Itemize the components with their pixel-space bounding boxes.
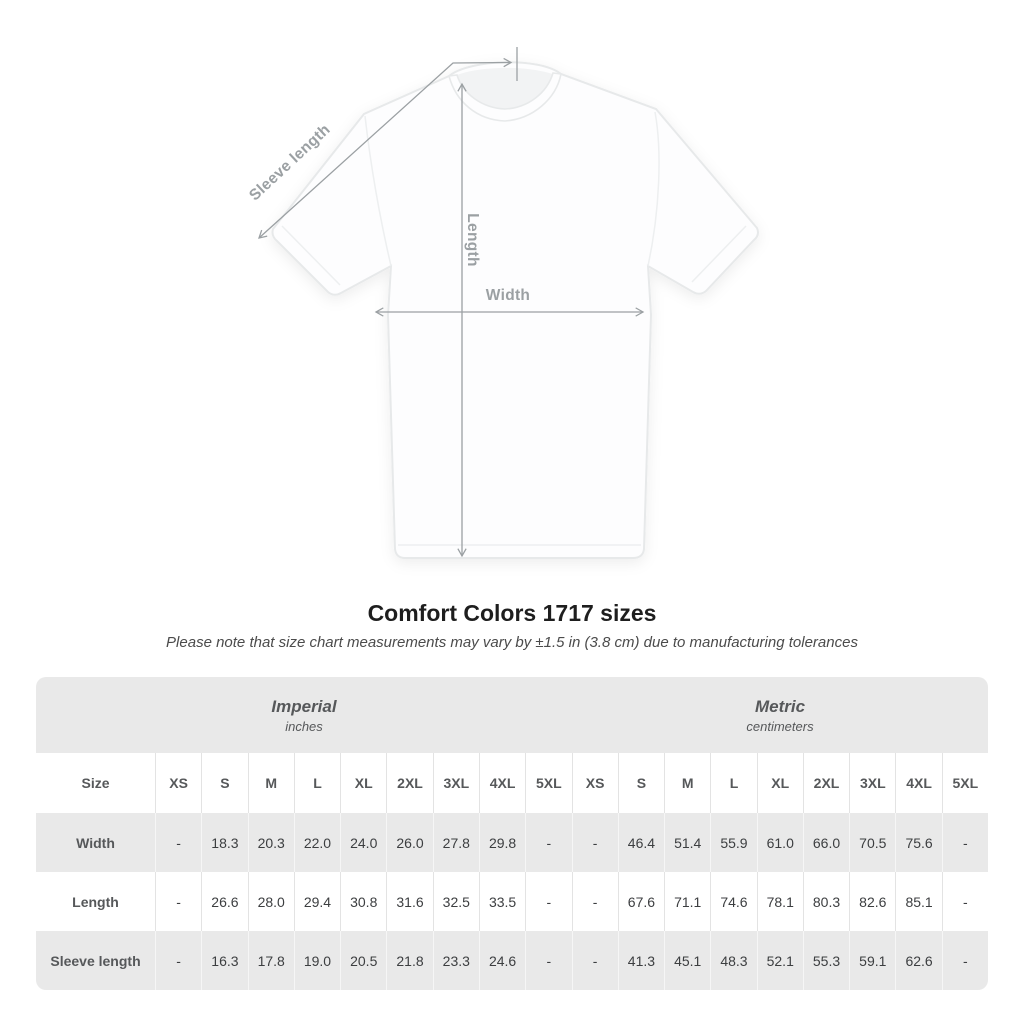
size-cell: 51.4 [664, 813, 710, 872]
size-cell: - [571, 872, 618, 931]
size-cell: 26.0 [386, 813, 432, 872]
col-header: XL [340, 753, 386, 813]
size-cell: 46.4 [617, 813, 664, 872]
size-cell: 55.9 [710, 813, 756, 872]
size-cell: 26.6 [201, 872, 247, 931]
col-header: 3XL [432, 753, 479, 813]
col-header: 3XL [849, 753, 895, 813]
size-cell: 31.6 [386, 872, 432, 931]
size-cell: 74.6 [710, 872, 756, 931]
length-row: Length - 26.6 28.0 29.4 30.8 31.6 32.5 3… [36, 872, 988, 931]
size-cell: - [525, 813, 571, 872]
size-cell: 75.6 [895, 813, 941, 872]
imperial-unit: inches [285, 718, 323, 734]
row-label: Sleeve length [50, 952, 141, 969]
size-cell: 71.1 [664, 872, 710, 931]
size-cell: 82.6 [849, 872, 895, 931]
size-cell: 20.5 [340, 931, 386, 990]
size-cell: 78.1 [756, 872, 803, 931]
imperial-label: Imperial [271, 696, 337, 716]
metric-group-header: Metric centimeters [572, 677, 988, 753]
right-sleeve-seam [647, 111, 660, 267]
size-cell: - [571, 931, 618, 990]
col-header: XS [571, 753, 618, 813]
size-cell: 45.1 [664, 931, 710, 990]
size-cell: - [525, 931, 571, 990]
size-cell: 55.3 [802, 931, 849, 990]
size-cell: 66.0 [802, 813, 849, 872]
size-cell: 33.5 [478, 872, 525, 931]
row-label: Width [76, 834, 115, 851]
metric-label: Metric [754, 696, 806, 716]
col-header: 5XL [525, 753, 571, 813]
col-header: L [293, 753, 340, 813]
size-cell: - [571, 813, 618, 872]
size-cell: - [155, 872, 201, 931]
col-header: 4XL [478, 753, 525, 813]
col-header: 2XL [802, 753, 849, 813]
size-cell: - [155, 813, 201, 872]
size-cell: 29.4 [293, 872, 340, 931]
size-cell: 52.1 [756, 931, 803, 990]
width-row: Width - 18.3 20.3 22.0 24.0 26.0 27.8 29… [36, 813, 988, 872]
size-cell: 32.5 [432, 872, 479, 931]
size-cell: 24.0 [340, 813, 386, 872]
tshirt-illustration [271, 61, 759, 559]
size-cell: 27.8 [432, 813, 479, 872]
row-label: Length [72, 893, 119, 910]
size-cell: 41.3 [617, 931, 664, 990]
size-cell: 61.0 [756, 813, 803, 872]
size-cell: - [941, 813, 988, 872]
size-cell: 28.0 [247, 872, 294, 931]
size-cell: - [941, 931, 988, 990]
size-cell: 29.8 [478, 813, 525, 872]
size-cell: 23.3 [432, 931, 479, 990]
size-cell: 70.5 [849, 813, 895, 872]
size-cell: 18.3 [201, 813, 247, 872]
size-cell: 24.6 [478, 931, 525, 990]
size-cell: - [155, 931, 201, 990]
size-header-row: Size XS S M L XL 2XL 3XL 4XL 5XL XS S M … [36, 753, 988, 813]
size-header: Size [81, 775, 110, 791]
size-cell: 59.1 [849, 931, 895, 990]
unit-group-header: Imperial inches Metric centimeters [36, 677, 988, 753]
col-header: XL [756, 753, 803, 813]
col-header: L [710, 753, 756, 813]
size-cell: 19.0 [293, 931, 340, 990]
size-cell: 62.6 [895, 931, 941, 990]
col-header: S [201, 753, 247, 813]
size-cell: 21.8 [386, 931, 432, 990]
size-cell: 67.6 [617, 872, 664, 931]
tshirt-measurement-diagram: Sleeve length Length Width [246, 47, 759, 559]
length-label: Length [464, 213, 481, 266]
col-header: 4XL [895, 753, 941, 813]
right-cuff-hem [691, 225, 747, 283]
size-cell: 80.3 [802, 872, 849, 931]
size-cell: 48.3 [710, 931, 756, 990]
size-cell: 85.1 [895, 872, 941, 931]
metric-unit: centimeters [746, 718, 814, 734]
page-title: Comfort Colors 1717 sizes [367, 600, 657, 626]
size-cell: 22.0 [293, 813, 340, 872]
imperial-group-header: Imperial inches [36, 677, 572, 753]
sleeve-length-arrow [258, 57, 513, 239]
col-header: M [247, 753, 294, 813]
size-cell: - [525, 872, 571, 931]
size-table: Imperial inches Metric centimeters Size … [36, 677, 988, 990]
tolerance-note: Please note that size chart measurements… [166, 634, 858, 651]
size-cell: 17.8 [247, 931, 294, 990]
size-cell: 16.3 [201, 931, 247, 990]
col-header: S [617, 753, 664, 813]
col-header: XS [155, 753, 201, 813]
col-header: 2XL [386, 753, 432, 813]
size-cell: - [941, 872, 988, 931]
size-cell: 30.8 [340, 872, 386, 931]
size-cell: 20.3 [247, 813, 294, 872]
sleeve-length-row: Sleeve length - 16.3 17.8 19.0 20.5 21.8… [36, 931, 988, 990]
width-label: Width [486, 287, 530, 304]
col-header: M [664, 753, 710, 813]
col-header: 5XL [941, 753, 988, 813]
